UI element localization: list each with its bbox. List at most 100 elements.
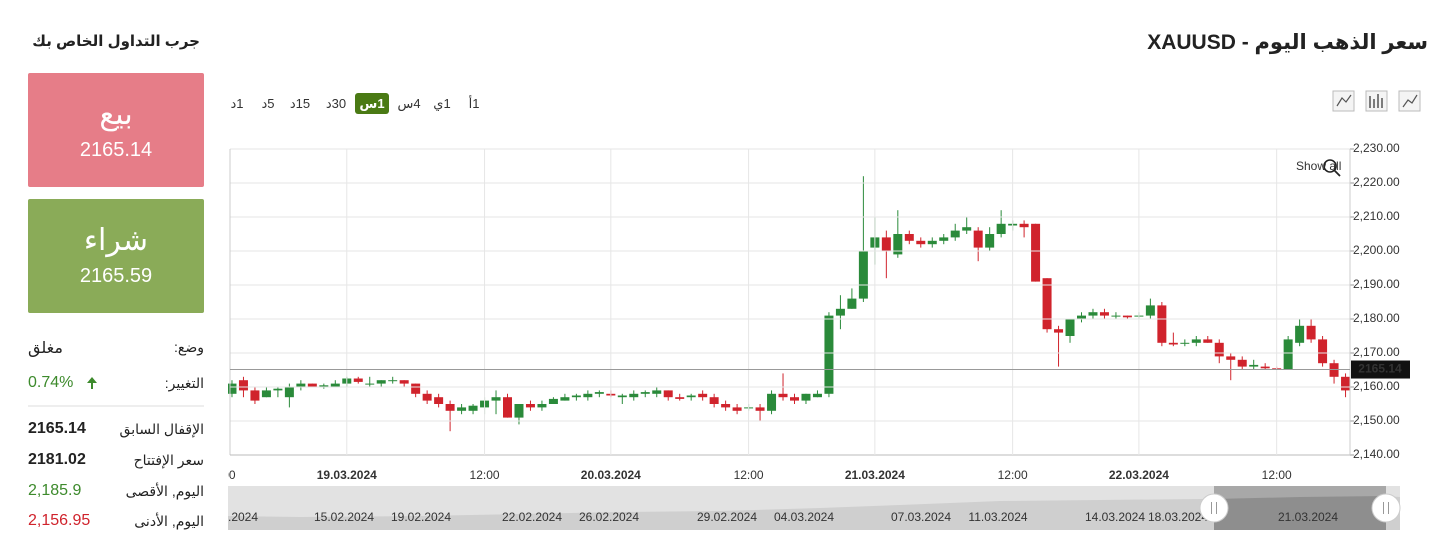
zoom-icon [1323, 159, 1337, 173]
candle-body [1341, 376, 1351, 391]
candle-body [445, 404, 455, 411]
candle-body [1019, 223, 1029, 228]
candle-body [1306, 325, 1316, 340]
candle-body [284, 387, 294, 398]
handle-grip [1211, 502, 1217, 514]
navigator-label: 11.03.2024 [968, 510, 1027, 524]
candle-body [1111, 315, 1121, 317]
navigator[interactable]: 12.02.2024 15.02.2024 19.02.2024 22.02.2024… [198, 486, 1400, 530]
navigator-label: 26.02.2024 [579, 510, 639, 524]
candle-body [273, 388, 283, 391]
candle-body [812, 393, 822, 398]
navigator-label: 07.03.2024 [891, 510, 951, 524]
candle-body [503, 397, 512, 418]
candle-body [847, 298, 857, 309]
candle-body [755, 407, 765, 411]
zoom-icon [1333, 169, 1341, 177]
candle-body [330, 383, 340, 387]
timeframe-button[interactable]: 1د [230, 96, 244, 111]
stat-value: 0.74% [28, 374, 74, 391]
candle-body [1237, 359, 1247, 367]
buy-label[interactable]: شراء [83, 224, 149, 257]
timeframe-button[interactable]: 15د [289, 96, 311, 111]
y-tick-label: 2,180.00 [1353, 311, 1400, 325]
candle-body [571, 395, 581, 398]
candle-body [939, 237, 949, 241]
y-tick-label: 2,230.00 [1353, 141, 1400, 155]
candle-body [434, 397, 444, 404]
candle-body [858, 251, 868, 299]
stat-label: وضع: [174, 339, 204, 355]
candle-body [1122, 315, 1132, 318]
candle-body [1214, 342, 1224, 357]
timeframe-button[interactable]: 4س [397, 96, 421, 111]
stat-label: الإقفال السابق [119, 421, 204, 437]
stat-value: 2165.14 [28, 420, 86, 437]
timeframe-button[interactable]: 1أ [468, 96, 480, 111]
y-tick-label: 2,210.00 [1353, 209, 1400, 223]
candle-body [640, 392, 650, 394]
icon-button[interactable] [1365, 90, 1388, 112]
candle-body [824, 315, 834, 394]
panel-title: جرب التداول الخاص بك [32, 33, 200, 50]
candle-body [893, 234, 903, 255]
stat-label: اليوم, الأقصى [125, 483, 204, 499]
candle-body [399, 380, 409, 384]
y-tick-label: 2,160.00 [1353, 379, 1400, 393]
candle-body [617, 395, 627, 398]
handle-grip [1383, 502, 1389, 514]
candle-body [721, 404, 731, 408]
stat-label: اليوم, الأدنى [134, 513, 204, 529]
candle-body [1295, 325, 1305, 343]
candle-body [1318, 339, 1328, 364]
y-tick-label: 2,170.00 [1353, 345, 1400, 359]
x-tick-label: 21.03.2024 [845, 468, 905, 482]
x-tick-label: 19.03.2024 [317, 468, 377, 482]
candle-body [1260, 366, 1270, 369]
candle-body [916, 240, 926, 245]
candle-body [1180, 342, 1190, 344]
candle-body [985, 234, 995, 248]
candle-body [1283, 339, 1293, 370]
show-all[interactable]: Show all [1296, 159, 1341, 177]
candle-body [250, 390, 260, 401]
sell-label[interactable]: بيع [99, 98, 133, 131]
navigator-label: 15.02.2024 [314, 510, 374, 524]
x-tick-label: 12:00 [1262, 468, 1292, 482]
candle-body [1203, 339, 1213, 343]
timeframe-button[interactable]: 30د [325, 96, 347, 111]
candle-body [491, 397, 501, 401]
candle-body [732, 407, 742, 411]
candle-body [1054, 329, 1064, 333]
navigator-label: 14.03.2024 [1085, 510, 1145, 524]
x-tick-label: 20.03.2024 [581, 468, 641, 482]
x-tick-label: 12:00 [205, 468, 235, 482]
icon [1336, 94, 1352, 107]
candle-body [1065, 319, 1075, 336]
candle-body [422, 393, 432, 401]
candle-body [468, 405, 478, 411]
stat-label: سعر الإفتتاح [133, 452, 204, 468]
candle-body [457, 407, 467, 411]
plot-area: 12:00 19.03.2024 12:00 20.03.2024 12:00 21.03… [205, 176, 1351, 482]
navigator-handle[interactable] [1199, 493, 1229, 523]
sell-button[interactable]: بيع 2165.14 [28, 73, 204, 187]
show-all-label[interactable]: Show all [1296, 159, 1341, 173]
candle-body [1099, 312, 1109, 316]
timeframe-button[interactable]: 1س [355, 93, 389, 114]
x-tick-label: 12:00 [734, 468, 764, 482]
buy-button[interactable]: شراء 2165.59 [28, 199, 204, 313]
candle-body [904, 234, 914, 241]
navigator-handles[interactable] [1199, 493, 1401, 523]
icon-button[interactable] [1332, 90, 1355, 112]
timeframe-button[interactable]: 5د [261, 96, 275, 111]
sell-price: 2165.14 [79, 139, 153, 161]
timeframe-button[interactable]: 1ي [433, 96, 451, 111]
candle-body [1031, 223, 1041, 282]
candle-body [1191, 339, 1201, 343]
candle-body [675, 397, 685, 399]
candle-body [1088, 312, 1098, 316]
candle-body [560, 397, 570, 401]
x-tick-label: 22.03.2024 [1109, 468, 1169, 482]
navigator-handle[interactable] [1371, 493, 1401, 523]
